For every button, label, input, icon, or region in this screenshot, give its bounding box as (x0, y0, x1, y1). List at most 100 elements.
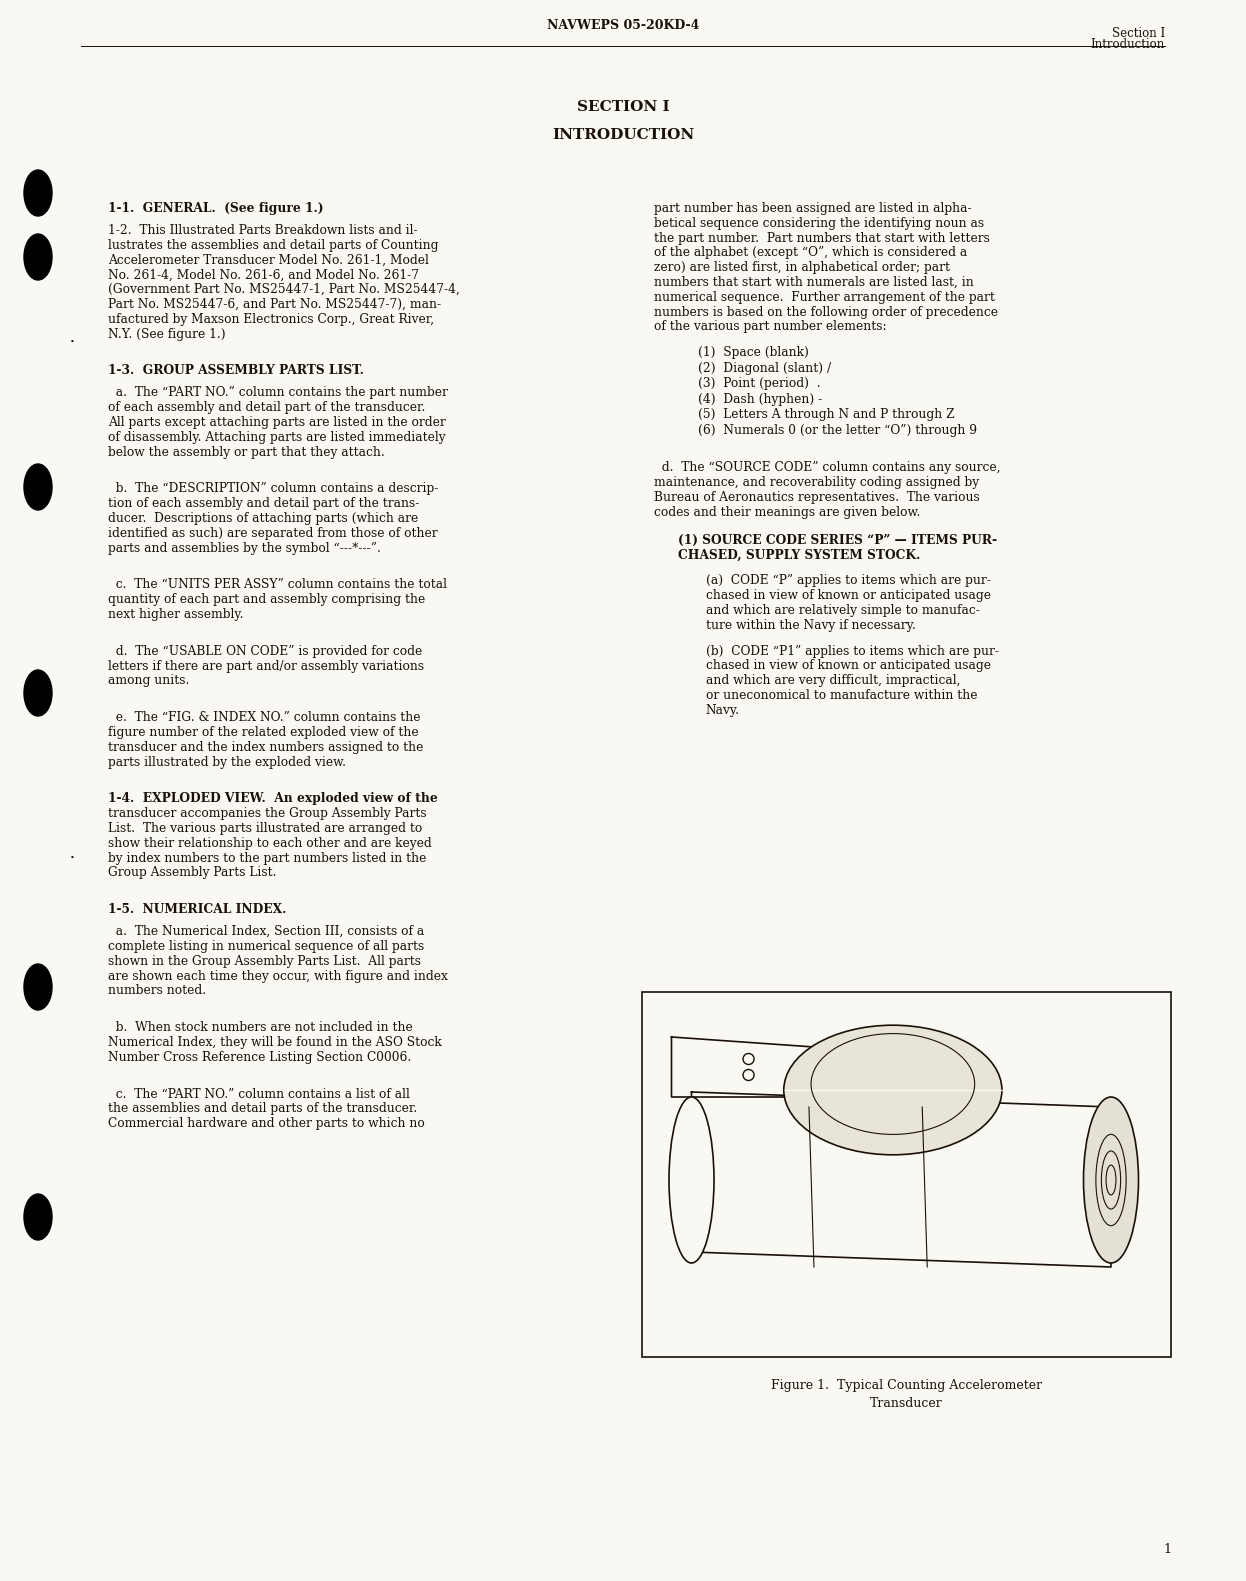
Text: ture within the Navy if necessary.: ture within the Navy if necessary. (705, 618, 916, 632)
Text: the assemblies and detail parts of the transducer.: the assemblies and detail parts of the t… (108, 1102, 417, 1116)
Text: Transducer: Transducer (870, 1398, 943, 1410)
Text: b.  When stock numbers are not included in the: b. When stock numbers are not included i… (108, 1021, 412, 1034)
Text: SECTION I: SECTION I (577, 100, 669, 114)
Text: Numerical Index, they will be found in the ASO Stock: Numerical Index, they will be found in t… (108, 1036, 442, 1050)
Text: transducer and the index numbers assigned to the: transducer and the index numbers assigne… (108, 741, 424, 754)
Text: a.  The “PART NO.” column contains the part number: a. The “PART NO.” column contains the pa… (108, 386, 447, 400)
Text: Commercial hardware and other parts to which no: Commercial hardware and other parts to w… (108, 1118, 425, 1130)
Text: lustrates the assemblies and detail parts of Counting: lustrates the assemblies and detail part… (108, 239, 439, 251)
Text: figure number of the related exploded view of the: figure number of the related exploded vi… (108, 726, 419, 738)
Text: tion of each assembly and detail part of the trans-: tion of each assembly and detail part of… (108, 496, 420, 511)
Text: Accelerometer Transducer Model No. 261-1, Model: Accelerometer Transducer Model No. 261-1… (108, 253, 429, 267)
Text: b.  The “DESCRIPTION” column contains a descrip-: b. The “DESCRIPTION” column contains a d… (108, 482, 439, 495)
Text: shown in the Group Assembly Parts List.  All parts: shown in the Group Assembly Parts List. … (108, 955, 421, 968)
Ellipse shape (669, 1097, 714, 1263)
Text: Figure 1.  Typical Counting Accelerometer: Figure 1. Typical Counting Accelerometer (771, 1379, 1042, 1391)
Text: show their relationship to each other and are keyed: show their relationship to each other an… (108, 836, 432, 851)
Text: (4)  Dash (hyphen) -: (4) Dash (hyphen) - (699, 392, 822, 406)
Ellipse shape (24, 171, 52, 217)
Text: by index numbers to the part numbers listed in the: by index numbers to the part numbers lis… (108, 852, 426, 865)
Text: (5)  Letters A through N and P through Z: (5) Letters A through N and P through Z (699, 408, 956, 422)
Text: and which are very difficult, impractical,: and which are very difficult, impractica… (705, 674, 959, 688)
Text: chased in view of known or anticipated usage: chased in view of known or anticipated u… (705, 590, 991, 602)
Text: of disassembly. Attaching parts are listed immediately: of disassembly. Attaching parts are list… (108, 430, 446, 444)
Text: ufactured by Maxson Electronics Corp., Great River,: ufactured by Maxson Electronics Corp., G… (108, 313, 434, 326)
Circle shape (743, 1053, 754, 1064)
Text: the part number.  Part numbers that start with letters: the part number. Part numbers that start… (653, 231, 989, 245)
Text: betical sequence considering the identifying noun as: betical sequence considering the identif… (653, 217, 983, 229)
Text: (Government Part No. MS25447-1, Part No. MS25447-4,: (Government Part No. MS25447-1, Part No.… (108, 283, 460, 296)
Text: List.  The various parts illustrated are arranged to: List. The various parts illustrated are … (108, 822, 422, 835)
Text: c.  The “UNITS PER ASSY” column contains the total: c. The “UNITS PER ASSY” column contains … (108, 579, 447, 591)
Text: parts illustrated by the exploded view.: parts illustrated by the exploded view. (108, 756, 346, 768)
Text: and which are relatively simple to manufac-: and which are relatively simple to manuf… (705, 604, 979, 617)
Bar (642, 991, 1171, 1356)
Text: of the various part number elements:: of the various part number elements: (653, 321, 886, 334)
Text: Group Assembly Parts List.: Group Assembly Parts List. (108, 866, 277, 879)
Text: (1)  Space (blank): (1) Space (blank) (699, 346, 810, 359)
Text: Part No. MS25447-6, and Part No. MS25447-7), man-: Part No. MS25447-6, and Part No. MS25447… (108, 297, 441, 311)
Text: part number has been assigned are listed in alpha-: part number has been assigned are listed… (653, 202, 971, 215)
Text: c.  The “PART NO.” column contains a list of all: c. The “PART NO.” column contains a list… (108, 1088, 410, 1100)
Text: next higher assembly.: next higher assembly. (108, 609, 243, 621)
Text: (3)  Point (period)  .: (3) Point (period) . (699, 378, 821, 391)
Text: codes and their meanings are given below.: codes and their meanings are given below… (653, 506, 920, 519)
Text: zero) are listed first, in alphabetical order; part: zero) are listed first, in alphabetical … (653, 261, 949, 274)
Text: Number Cross Reference Listing Section C0006.: Number Cross Reference Listing Section C… (108, 1051, 411, 1064)
Text: (2)  Diagonal (slant) /: (2) Diagonal (slant) / (699, 362, 831, 375)
Text: Bureau of Aeronautics representatives.  The various: Bureau of Aeronautics representatives. T… (653, 492, 979, 504)
Text: of the alphabet (except “O”, which is considered a: of the alphabet (except “O”, which is co… (653, 247, 967, 259)
Text: INTRODUCTION: INTRODUCTION (552, 128, 694, 142)
Text: quantity of each part and assembly comprising the: quantity of each part and assembly compr… (108, 593, 425, 606)
Text: 1-1.  GENERAL.  (See figure 1.): 1-1. GENERAL. (See figure 1.) (108, 202, 324, 215)
Text: complete listing in numerical sequence of all parts: complete listing in numerical sequence o… (108, 941, 424, 953)
Text: (1) SOURCE CODE SERIES “P” — ITEMS PUR-: (1) SOURCE CODE SERIES “P” — ITEMS PUR- (679, 534, 998, 547)
Text: letters if there are part and/or assembly variations: letters if there are part and/or assembl… (108, 659, 424, 672)
Text: •: • (70, 854, 75, 862)
Text: (a)  CODE “P” applies to items which are pur-: (a) CODE “P” applies to items which are … (705, 574, 991, 588)
Text: 1: 1 (1163, 1543, 1171, 1556)
Text: of each assembly and detail part of the transducer.: of each assembly and detail part of the … (108, 402, 425, 414)
Text: maintenance, and recoverability coding assigned by: maintenance, and recoverability coding a… (653, 476, 978, 489)
Text: (6)  Numerals 0 (or the letter “O”) through 9: (6) Numerals 0 (or the letter “O”) throu… (699, 424, 978, 436)
Text: a.  The Numerical Index, Section III, consists of a: a. The Numerical Index, Section III, con… (108, 925, 424, 938)
Text: 1-5.  NUMERICAL INDEX.: 1-5. NUMERICAL INDEX. (108, 903, 287, 917)
Text: numerical sequence.  Further arrangement of the part: numerical sequence. Further arrangement … (653, 291, 994, 304)
Text: chased in view of known or anticipated usage: chased in view of known or anticipated u… (705, 659, 991, 672)
Text: No. 261-4, Model No. 261-6, and Model No. 261-7: No. 261-4, Model No. 261-6, and Model No… (108, 269, 419, 281)
Ellipse shape (24, 670, 52, 716)
Text: 1-2.  This Illustrated Parts Breakdown lists and il-: 1-2. This Illustrated Parts Breakdown li… (108, 225, 417, 237)
Ellipse shape (1084, 1097, 1139, 1263)
Text: numbers noted.: numbers noted. (108, 985, 206, 998)
Text: NAVWEPS 05-20KD-4: NAVWEPS 05-20KD-4 (547, 19, 699, 32)
Text: identified as such) are separated from those of other: identified as such) are separated from t… (108, 526, 437, 539)
Text: •: • (70, 338, 75, 346)
Ellipse shape (784, 1024, 1002, 1154)
Text: numbers that start with numerals are listed last, in: numbers that start with numerals are lis… (653, 277, 973, 289)
Text: transducer accompanies the Group Assembly Parts: transducer accompanies the Group Assembl… (108, 808, 426, 821)
Text: N.Y. (See figure 1.): N.Y. (See figure 1.) (108, 327, 226, 340)
Ellipse shape (24, 964, 52, 1010)
Ellipse shape (24, 463, 52, 511)
Ellipse shape (24, 1194, 52, 1240)
Text: All parts except attaching parts are listed in the order: All parts except attaching parts are lis… (108, 416, 446, 428)
Text: ducer.  Descriptions of attaching parts (which are: ducer. Descriptions of attaching parts (… (108, 512, 419, 525)
Text: Introduction: Introduction (1090, 38, 1165, 51)
Text: or uneconomical to manufacture within the: or uneconomical to manufacture within th… (705, 689, 977, 702)
Text: below the assembly or part that they attach.: below the assembly or part that they att… (108, 446, 385, 458)
Text: d.  The “SOURCE CODE” column contains any source,: d. The “SOURCE CODE” column contains any… (653, 462, 1001, 474)
Text: d.  The “USABLE ON CODE” is provided for code: d. The “USABLE ON CODE” is provided for … (108, 645, 422, 658)
Circle shape (743, 1069, 754, 1080)
Text: e.  The “FIG. & INDEX NO.” column contains the: e. The “FIG. & INDEX NO.” column contain… (108, 711, 420, 724)
Text: (b)  CODE “P1” applies to items which are pur-: (b) CODE “P1” applies to items which are… (705, 645, 998, 658)
Text: are shown each time they occur, with figure and index: are shown each time they occur, with fig… (108, 969, 447, 983)
Text: 1-4.  EXPLODED VIEW.  An exploded view of the: 1-4. EXPLODED VIEW. An exploded view of … (108, 792, 437, 805)
Text: among units.: among units. (108, 675, 189, 688)
Text: numbers is based on the following order of precedence: numbers is based on the following order … (653, 305, 998, 319)
Ellipse shape (24, 234, 52, 280)
Text: Navy.: Navy. (705, 704, 739, 716)
Text: Section I: Section I (1111, 27, 1165, 40)
Text: 1-3.  GROUP ASSEMBLY PARTS LIST.: 1-3. GROUP ASSEMBLY PARTS LIST. (108, 364, 364, 378)
Text: parts and assemblies by the symbol “---*---”.: parts and assemblies by the symbol “---*… (108, 542, 381, 555)
Text: CHASED, SUPPLY SYSTEM STOCK.: CHASED, SUPPLY SYSTEM STOCK. (679, 549, 921, 561)
